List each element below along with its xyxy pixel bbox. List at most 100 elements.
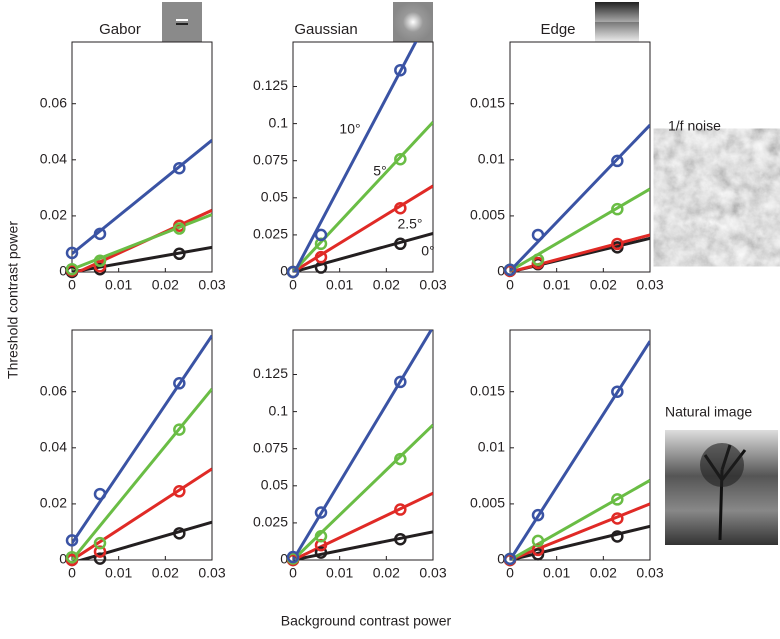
y-tick-label: 0.015 [470,382,505,398]
fit-line [72,387,212,560]
fit-line [72,334,212,545]
annotation: 2.5° [397,216,422,232]
plot-area [72,334,212,560]
y-tick-label: 0 [59,551,67,567]
data-point [286,550,300,564]
data-point [173,527,186,540]
y-tick-label: 0.02 [40,207,67,223]
x-tick-label: 0.01 [105,277,132,293]
data-point [173,247,186,261]
x-tick-label: 0.01 [105,565,132,581]
x-tick-label: 0.01 [543,565,570,581]
data-point [93,545,107,558]
y-tick-label: 0.06 [40,382,67,398]
data-point [503,552,517,566]
fit-line [510,233,650,272]
data-point [531,508,545,522]
data-point [531,548,545,561]
y-tick-label: 0.06 [40,94,67,110]
y-tick-label: 0.01 [478,151,505,167]
y-tick-label: 0.005 [470,207,505,223]
data-point [173,161,186,175]
data-point [93,536,107,550]
annotation: 0° [421,243,434,259]
fit-line [72,139,212,255]
y-tick-label: 0.04 [40,151,67,167]
x-tick-label: 0.02 [590,565,617,581]
data-point [286,265,300,279]
x-tick-label: 0.02 [373,565,400,581]
plot-area [72,139,212,272]
x-tick-label: 0 [289,277,297,293]
data-point [314,506,328,519]
data-point [173,377,186,390]
x-tick-label: 0.03 [419,277,446,293]
panel-title: Gabor [99,21,141,38]
fit-line [510,479,650,560]
y-tick-label: 0 [280,551,288,567]
row-label: Natural image [665,404,752,420]
annotation: 5° [373,163,386,179]
y-tick-label: 0.125 [253,365,288,381]
x-tick-label: 0.01 [326,565,353,581]
x-tick-label: 0.01 [326,277,353,293]
y-tick-label: 0.025 [253,514,288,530]
annotation: 10° [339,121,360,137]
fit-line [510,340,650,560]
data-point [611,237,624,251]
x-tick-label: 0.03 [419,565,446,581]
plot-area [293,42,433,272]
y-tick-label: 0 [497,551,505,567]
y-tick-label: 0.125 [253,77,288,93]
fit-line [510,187,650,272]
x-tick-label: 0.02 [152,565,179,581]
data-point [611,530,624,543]
plot-frame [71,41,213,273]
x-tick-label: 0 [68,277,76,293]
data-point [65,246,79,260]
data-point [65,262,79,276]
fit-line [293,330,433,560]
fit-line [293,530,433,560]
data-point [394,63,407,77]
fit-line [293,231,433,272]
y-tick-label: 0.075 [253,439,288,455]
x-tick-label: 0.03 [198,277,225,293]
data-point [93,487,107,501]
x-axis-label: Background contrast power [281,613,452,629]
data-point [611,493,624,506]
y-tick-label: 0.025 [253,226,288,242]
y-tick-label: 0.02 [40,495,67,511]
data-point [394,201,407,215]
data-point [173,222,186,235]
plot-frame [509,329,651,561]
y-tick-label: 0.05 [261,477,288,493]
x-tick-label: 0 [289,565,297,581]
data-point [394,532,407,546]
row-label: 1/f noise [668,118,721,134]
plot-frame [292,329,434,561]
data-point [394,237,407,251]
data-point [394,503,407,516]
y-tick-label: 0.1 [269,114,289,130]
y-tick-label: 0.005 [470,495,505,511]
y-axis-label: Threshold contrast power [5,221,21,379]
panel-title: Gaussian [294,21,357,38]
data-point [314,228,328,242]
x-tick-label: 0.03 [198,565,225,581]
data-point [173,485,186,498]
panel-title: Edge [540,21,575,38]
y-tick-label: 0.1 [269,402,289,418]
data-point [394,452,407,466]
x-tick-label: 0.03 [636,277,663,293]
data-point [173,423,186,436]
y-tick-label: 0 [59,263,67,279]
data-point [531,534,545,548]
y-tick-label: 0.04 [40,439,67,455]
x-tick-label: 0.02 [590,277,617,293]
data-point [93,227,107,241]
data-point [531,253,545,266]
fit-line [510,123,650,272]
data-point [611,202,624,216]
data-point [503,263,517,277]
